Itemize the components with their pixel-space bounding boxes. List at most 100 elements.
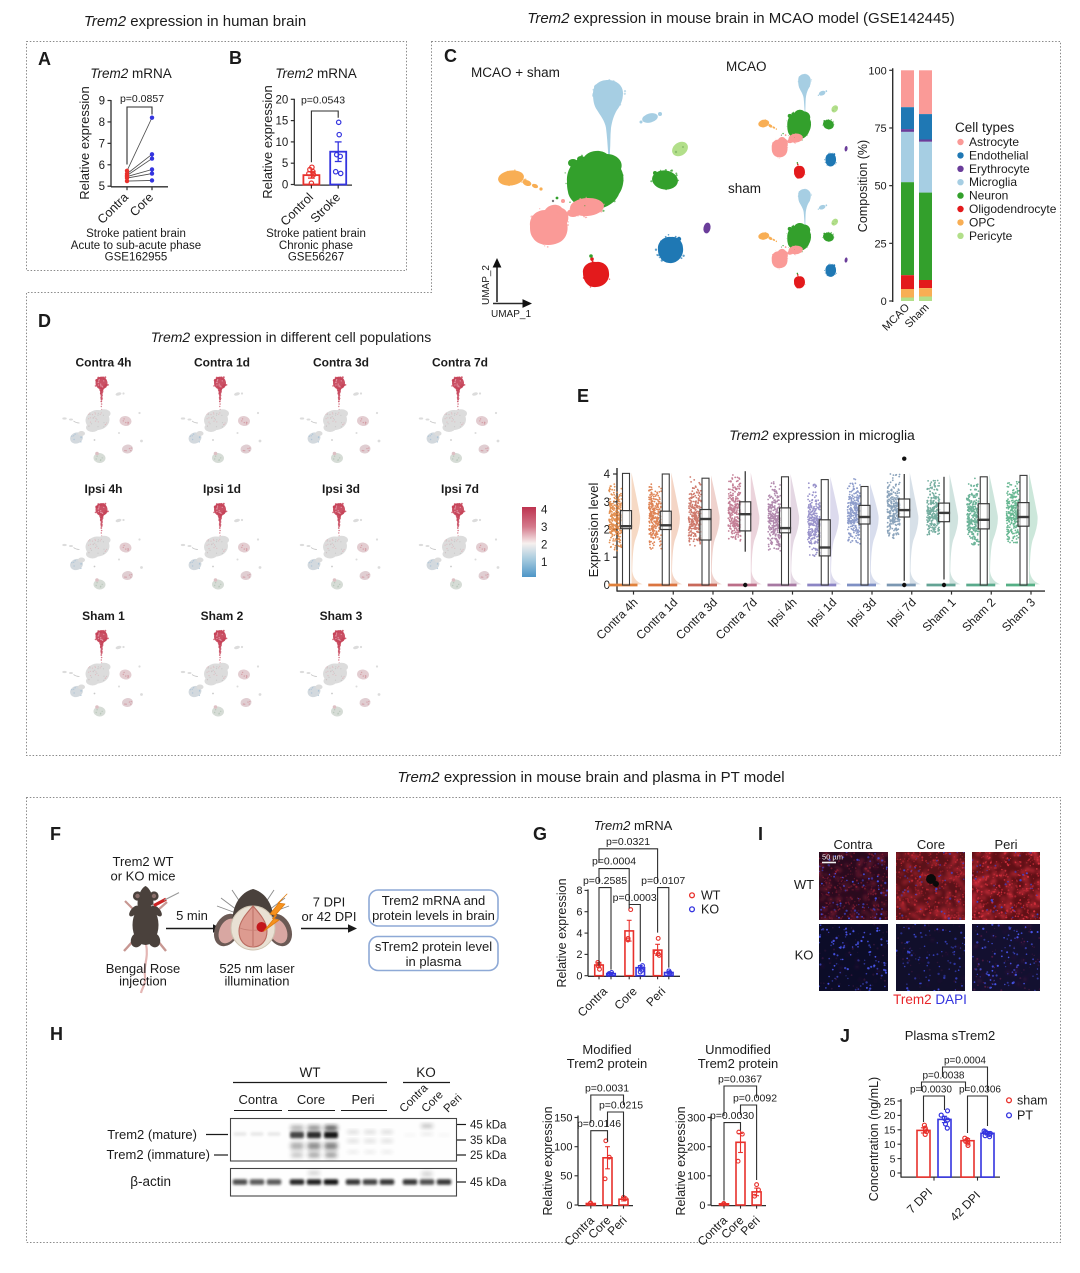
svg-text:WT: WT xyxy=(794,877,814,892)
svg-text:Contra 7d: Contra 7d xyxy=(432,356,488,370)
svg-text:Astrocyte: Astrocyte xyxy=(969,135,1019,149)
svg-text:A: A xyxy=(38,49,51,69)
svg-text:Erythrocyte: Erythrocyte xyxy=(969,162,1030,176)
svg-text:7: 7 xyxy=(99,138,105,150)
svg-text:Neuron: Neuron xyxy=(969,189,1008,203)
svg-text:Trem2 expression in mouse brai: Trem2 expression in mouse brain and plas… xyxy=(397,769,784,786)
svg-text:KO: KO xyxy=(701,903,719,917)
svg-text:E: E xyxy=(577,386,589,406)
svg-text:1: 1 xyxy=(541,557,547,569)
svg-text:Oligodendrocyte: Oligodendrocyte xyxy=(969,202,1057,216)
svg-text:Expression level: Expression level xyxy=(586,483,601,578)
svg-text:G: G xyxy=(533,824,547,844)
svg-text:D: D xyxy=(38,311,51,331)
svg-text:p=0.0004: p=0.0004 xyxy=(592,856,636,868)
svg-text:Acute to sub-acute phase: Acute to sub-acute phase xyxy=(71,240,201,252)
svg-text:sTrem2 protein level: sTrem2 protein level xyxy=(375,939,492,954)
svg-text:50: 50 xyxy=(874,181,886,193)
svg-text:2: 2 xyxy=(604,525,610,537)
svg-text:Ipsi 4h: Ipsi 4h xyxy=(84,482,122,496)
svg-text:45 kDa: 45 kDa xyxy=(470,1177,507,1189)
svg-text:MCAO: MCAO xyxy=(726,59,767,74)
svg-text:Sham 2: Sham 2 xyxy=(201,609,244,623)
svg-text:Composition (%): Composition (%) xyxy=(856,140,870,232)
svg-text:Core: Core xyxy=(917,837,945,852)
svg-text:UMAP_1: UMAP_1 xyxy=(491,309,531,320)
svg-text:Trem2 expression in human brai: Trem2 expression in human brain xyxy=(84,13,306,30)
svg-text:β-actin: β-actin xyxy=(130,1174,171,1189)
svg-text:Bengal Rose: Bengal Rose xyxy=(106,961,180,976)
svg-text:Stroke patient brain: Stroke patient brain xyxy=(86,228,186,240)
svg-text:p=0.2585: p=0.2585 xyxy=(583,875,627,887)
svg-text:GSE162955: GSE162955 xyxy=(105,252,168,264)
svg-text:35 kDa: 35 kDa xyxy=(470,1135,507,1147)
svg-text:Trem2 (immature): Trem2 (immature) xyxy=(106,1147,210,1162)
svg-text:sham: sham xyxy=(728,181,761,196)
svg-text:p=0.0003: p=0.0003 xyxy=(613,892,657,904)
svg-text:2: 2 xyxy=(576,949,582,961)
svg-text:525 nm laser: 525 nm laser xyxy=(219,961,295,976)
svg-text:Trem2 expression in different: Trem2 expression in different cell popul… xyxy=(151,329,431,345)
svg-text:25: 25 xyxy=(874,238,886,250)
svg-text:20: 20 xyxy=(276,94,289,106)
svg-text:in plasma: in plasma xyxy=(406,954,462,969)
svg-text:Trem2 mRNA: Trem2 mRNA xyxy=(90,66,172,81)
svg-text:Sham 3: Sham 3 xyxy=(320,609,363,623)
svg-text:0: 0 xyxy=(881,296,887,308)
svg-text:Relative expression: Relative expression xyxy=(77,86,92,199)
svg-text:KO: KO xyxy=(416,1065,436,1080)
svg-text:Trem2 (mature): Trem2 (mature) xyxy=(107,1127,197,1142)
svg-text:6: 6 xyxy=(99,160,105,172)
svg-text:6: 6 xyxy=(576,907,582,919)
svg-text:F: F xyxy=(50,824,61,844)
svg-text:Trem2 mRNA and: Trem2 mRNA and xyxy=(382,893,486,908)
svg-text:Contra 3d: Contra 3d xyxy=(313,356,369,370)
svg-text:protein levels in brain: protein levels in brain xyxy=(372,908,495,923)
svg-text:7 DPI: 7 DPI xyxy=(313,895,346,910)
svg-text:injection: injection xyxy=(119,974,167,989)
svg-text:5: 5 xyxy=(99,181,105,193)
svg-text:15: 15 xyxy=(276,116,289,128)
svg-text:75: 75 xyxy=(874,123,886,135)
svg-text:Relative expression: Relative expression xyxy=(260,85,275,198)
svg-text:C: C xyxy=(444,46,457,66)
svg-text:100: 100 xyxy=(868,65,886,77)
svg-text:Sham 1: Sham 1 xyxy=(82,609,125,623)
svg-text:45 kDa: 45 kDa xyxy=(470,1120,507,1132)
svg-text:0: 0 xyxy=(576,971,582,983)
svg-text:WT: WT xyxy=(300,1065,321,1080)
svg-text:Microglia: Microglia xyxy=(969,175,1017,189)
svg-text:KO: KO xyxy=(795,948,814,963)
svg-text:3: 3 xyxy=(604,497,610,509)
svg-text:Stroke patient brain: Stroke patient brain xyxy=(266,228,366,240)
svg-text:Contra: Contra xyxy=(833,837,873,852)
svg-text:GSE56267: GSE56267 xyxy=(288,252,344,264)
svg-text:9: 9 xyxy=(99,96,105,108)
svg-text:Pericyte: Pericyte xyxy=(969,229,1013,243)
svg-text:Endothelial: Endothelial xyxy=(969,148,1028,162)
svg-text:p=0.0543: p=0.0543 xyxy=(301,95,345,107)
svg-text:UMAP_2: UMAP_2 xyxy=(481,265,492,305)
svg-text:MCAO + sham: MCAO + sham xyxy=(471,65,560,80)
svg-text:5 min: 5 min xyxy=(176,908,208,923)
svg-text:or KO mice: or KO mice xyxy=(110,869,175,884)
svg-text:1: 1 xyxy=(604,552,610,564)
svg-text:Trem2 WT: Trem2 WT xyxy=(113,854,174,869)
svg-text:or 42 DPI: or 42 DPI xyxy=(302,909,357,924)
svg-text:p=0.0321: p=0.0321 xyxy=(606,836,650,848)
svg-text:B: B xyxy=(229,48,242,68)
svg-text:Trem2 mRNA: Trem2 mRNA xyxy=(275,66,357,81)
svg-text:Trem2 expression in mouse brai: Trem2 expression in mouse brain in MCAO … xyxy=(527,10,954,27)
svg-text:WT: WT xyxy=(701,889,721,903)
svg-text:8: 8 xyxy=(576,885,582,897)
svg-text:0: 0 xyxy=(282,180,288,192)
svg-text:Chronic phase: Chronic phase xyxy=(279,240,353,252)
svg-text:Peri: Peri xyxy=(994,837,1017,852)
svg-text:Ipsi 3d: Ipsi 3d xyxy=(322,482,360,496)
svg-text:10: 10 xyxy=(276,137,289,149)
svg-text:illumination: illumination xyxy=(224,974,289,989)
svg-text:Contra 1d: Contra 1d xyxy=(194,356,250,370)
svg-text:4: 4 xyxy=(541,505,548,517)
svg-text:Cell types: Cell types xyxy=(955,120,1015,135)
svg-text:Contra: Contra xyxy=(238,1092,278,1107)
